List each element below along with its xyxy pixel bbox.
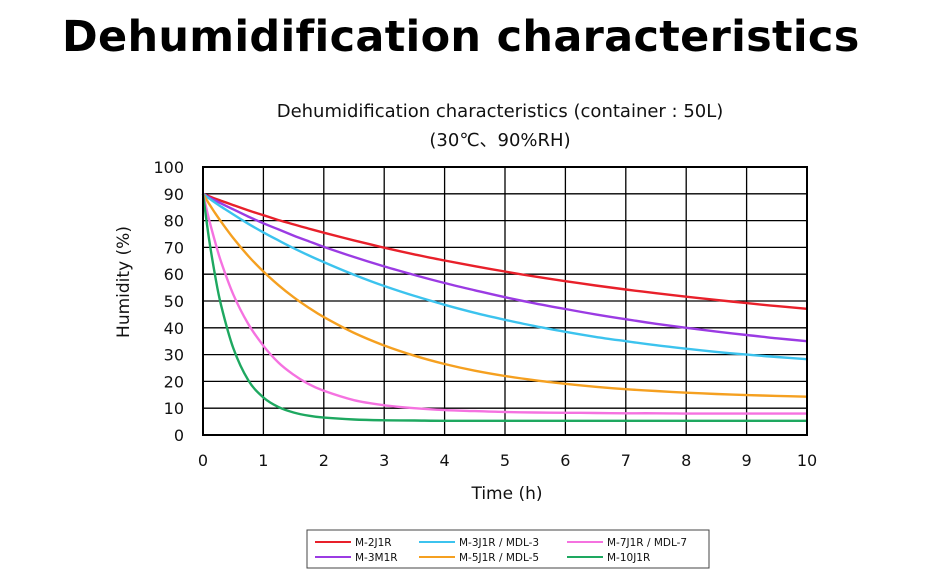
legend-label-m-3m1r: M-3M1R <box>355 552 398 564</box>
plot-frame <box>202 166 808 436</box>
x-tick-label-9: 9 <box>742 451 752 470</box>
x-tick-label-0: 0 <box>198 451 208 470</box>
x-tick-label-4: 4 <box>440 451 450 470</box>
series-line-m-3m1r <box>202 192 808 343</box>
legend-label-m-5j1r-mdl-5: M-5J1R / MDL-5 <box>459 552 539 564</box>
legend: M-2J1R M-3J1R / MDL-3 M-7J1R / MDL-7 M-3M1R… <box>306 529 710 569</box>
x-axis-label: Time (h) <box>470 484 542 504</box>
y-tick-label-0: 0 <box>174 426 184 445</box>
x-tick-label-2: 2 <box>319 451 329 470</box>
series-line-m-2j1r <box>202 192 808 310</box>
chart-title: Dehumidification characteristics (contai… <box>277 101 724 122</box>
x-tick-label-5: 5 <box>500 451 510 470</box>
y-tick-label-70: 70 <box>164 238 184 257</box>
y-tick-label-80: 80 <box>164 212 184 231</box>
y-tick-label-30: 30 <box>164 346 184 365</box>
legend-label-m-2j1r: M-2J1R <box>355 537 392 549</box>
legend-label-m-10j1r: M-10J1R <box>607 552 650 564</box>
series-line-m-5j1r-mdl-5 <box>201 193 808 398</box>
series-line-m-3j1r-mdl-3 <box>202 192 808 361</box>
y-tick-label-10: 10 <box>164 399 184 418</box>
x-tick-label-1: 1 <box>258 451 268 470</box>
legend-box <box>306 529 710 569</box>
x-tick-label-3: 3 <box>379 451 389 470</box>
y-tick-label-100: 100 <box>153 158 184 177</box>
page-title: Dehumidification characteristics <box>62 12 860 62</box>
x-tick-label-6: 6 <box>560 451 570 470</box>
y-tick-label-60: 60 <box>164 265 184 284</box>
chart-subtitle: (30℃、90%RH) <box>429 130 570 151</box>
legend-label-m-7j1r-mdl-7: M-7J1R / MDL-7 <box>607 537 687 549</box>
y-tick-label-50: 50 <box>164 292 184 311</box>
series-line-m-7j1r-mdl-7 <box>201 193 807 415</box>
x-tick-labels: 0 1 2 3 4 5 6 7 8 9 10 <box>198 451 817 470</box>
y-tick-label-20: 20 <box>164 372 184 391</box>
y-tick-label-40: 40 <box>164 319 184 338</box>
y-axis-label: Humidity (%) <box>114 226 134 338</box>
x-tick-label-8: 8 <box>681 451 691 470</box>
series-lines <box>201 192 808 423</box>
y-tick-label-90: 90 <box>164 185 184 204</box>
x-tick-label-10: 10 <box>797 451 817 470</box>
x-tick-label-7: 7 <box>621 451 631 470</box>
y-tick-labels: 0 10 20 30 40 50 60 70 80 90 100 <box>153 158 184 445</box>
legend-label-m-3j1r-mdl-3: M-3J1R / MDL-3 <box>459 537 539 549</box>
series-line-m-10j1r <box>201 193 807 423</box>
